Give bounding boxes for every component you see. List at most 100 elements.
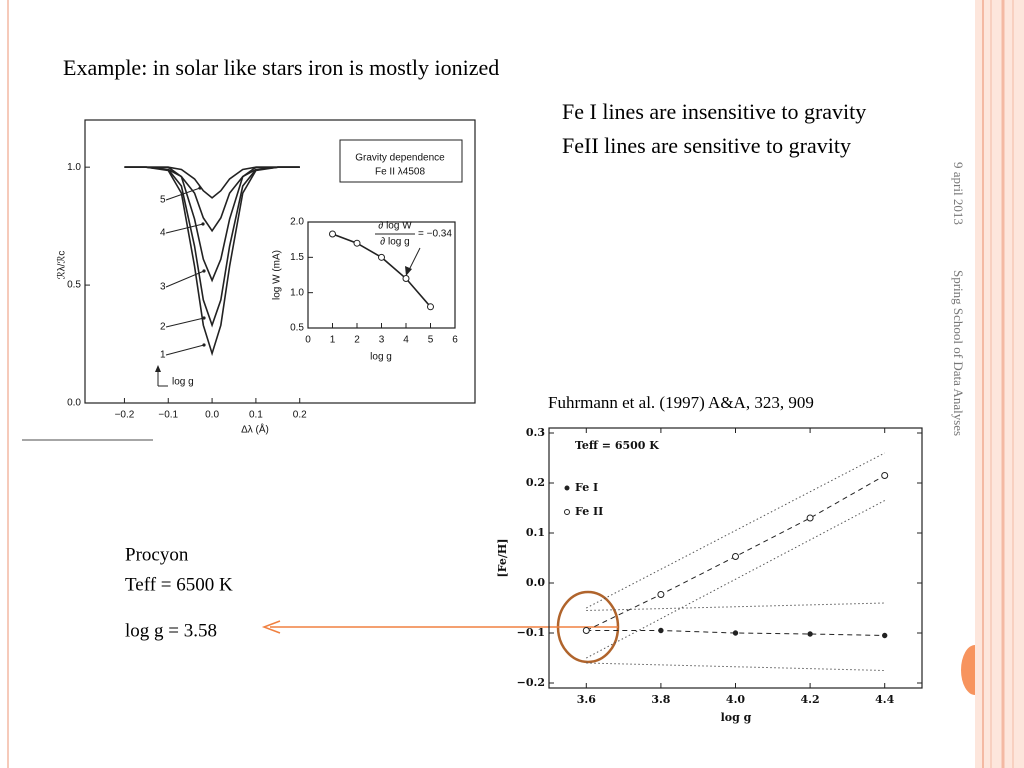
y-tick-label: 0.1 [526, 526, 545, 539]
x-tick-label: 4.4 [875, 693, 894, 706]
point [427, 303, 434, 311]
x-tick-label: 4.0 [726, 693, 745, 706]
arrow [165, 270, 205, 288]
point [657, 591, 665, 598]
note: log g = 3.58 [125, 620, 217, 641]
arrow [165, 317, 205, 328]
annotation: 2 [160, 322, 166, 333]
point [732, 553, 739, 560]
point [582, 627, 590, 634]
y-tick-label: −0.1 [517, 626, 545, 639]
x-axis-label: log g [370, 352, 392, 363]
arrow-head [261, 620, 281, 634]
arrow [407, 247, 421, 273]
series-line [586, 662, 885, 671]
series-line [586, 500, 885, 659]
x-tick-label: 0 [305, 335, 311, 346]
legend-label: Fe I [575, 481, 598, 494]
citation: Fuhrmann et al. (1997) A&A, 323, 909 [548, 393, 814, 412]
arrow-head [201, 222, 205, 226]
annotation: 5 [160, 195, 166, 206]
point [881, 472, 889, 479]
x-tick-label: 4 [403, 335, 409, 346]
x-tick-label: 0.2 [293, 410, 307, 421]
arrow-head [405, 266, 412, 276]
y-tick-label: 1.0 [290, 287, 304, 298]
y-axis-label: log W (mA) [272, 250, 283, 300]
note: Procyon [125, 544, 189, 565]
series-line [124, 166, 300, 283]
legend-marker [564, 485, 570, 491]
y-tick-label: 0.5 [67, 280, 81, 291]
series-line [586, 602, 885, 611]
y-tick-label: 1.0 [67, 162, 81, 173]
point [658, 627, 664, 634]
x-tick-label: −0.2 [115, 410, 135, 421]
arrow [165, 223, 204, 234]
point [807, 631, 813, 637]
chart-title: Teff = 6500 K [575, 439, 659, 452]
x-tick-label: 3 [379, 335, 385, 346]
annotation: = −0.34 [418, 229, 452, 240]
arrow-head [155, 365, 161, 372]
annotation: log g [172, 377, 194, 388]
series-line [124, 166, 300, 328]
annotation: 1 [160, 350, 166, 361]
annotation: 4 [160, 228, 166, 239]
x-tick-label: 1 [330, 335, 336, 346]
x-tick-label: 3.6 [577, 693, 596, 706]
series-line [586, 630, 885, 636]
slide-title: Example: in solar like stars iron is mos… [63, 55, 499, 80]
point [378, 253, 385, 261]
note: Teff = 6500 K [125, 574, 233, 595]
arrow-head [202, 269, 206, 273]
series-line [124, 166, 300, 357]
bullet: Fe I lines are insensitive to gravity [562, 99, 866, 124]
x-tick-label: 5 [428, 335, 434, 346]
annotation: Fe II λ4508 [375, 167, 425, 178]
arrow-head [202, 343, 206, 347]
x-tick-label: 3.8 [651, 693, 670, 706]
legend-marker [564, 509, 570, 515]
y-tick-label: 0.0 [67, 398, 81, 409]
x-axis-label: Δλ (Å) [241, 423, 269, 436]
tab [961, 645, 975, 695]
plot-frame [84, 119, 476, 404]
y-tick-label: 0.5 [290, 323, 304, 334]
x-axis-label: log g [721, 711, 752, 724]
x-tick-label: 4.2 [801, 693, 820, 706]
x-tick-label: 0.0 [205, 410, 219, 421]
footer: Spring School of Data Analyses [951, 270, 966, 436]
y-axis-label: ℛλ/ℛc [57, 251, 68, 280]
arrow [165, 344, 205, 356]
y-tick-label: −0.2 [517, 676, 545, 689]
y-tick-label: 1.5 [290, 252, 304, 263]
point [329, 230, 336, 238]
annotation: Gravity dependence [355, 153, 445, 164]
y-tick-label: 2.0 [290, 217, 304, 228]
annotation: ∂ log W [378, 221, 412, 232]
bullet: FeII lines are sensitive to gravity [562, 133, 851, 158]
x-tick-label: 0.1 [249, 410, 263, 421]
legend-box [339, 139, 463, 183]
y-axis-label: [Fe/H] [496, 538, 509, 577]
annotation: ∂ log g [380, 237, 409, 248]
point [402, 275, 410, 283]
point [806, 514, 814, 522]
annotation: 3 [160, 282, 166, 293]
series-line [586, 452, 885, 609]
y-tick-label: 0.0 [526, 576, 545, 589]
y-tick-label: 0.3 [526, 426, 545, 439]
x-tick-label: 6 [452, 335, 458, 346]
point [732, 630, 739, 636]
arrow-head [202, 316, 206, 320]
date: 9 april 2013 [951, 162, 966, 225]
legend-label: Fe II [575, 505, 603, 518]
point [882, 632, 888, 639]
y-tick-label: 0.2 [526, 476, 545, 489]
point [353, 239, 361, 247]
x-tick-label: 2 [354, 335, 360, 346]
x-tick-label: −0.1 [158, 410, 178, 421]
